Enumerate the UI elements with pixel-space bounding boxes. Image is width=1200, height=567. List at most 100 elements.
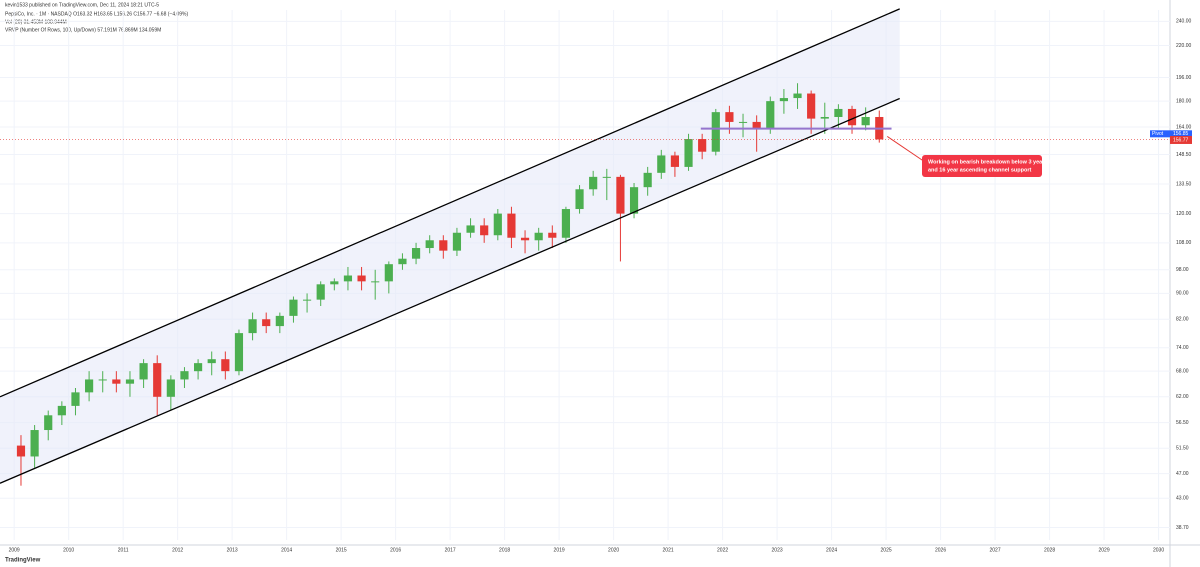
y-tick-label: 82.00 [1176,317,1189,323]
y-tick-label: 120.00 [1176,211,1192,217]
candle-body [793,93,802,99]
x-tick-label: 2021 [663,547,674,553]
candle-body [711,112,720,152]
pivot-box [1150,130,1170,138]
candle-body [752,121,761,129]
x-tick-label: 2025 [881,547,892,553]
y-tick-label: 108.00 [1176,240,1192,246]
x-tick-label: 2027 [990,547,1001,553]
y-tick-label: 220.00 [1176,43,1192,49]
watermark: TradingView [5,558,41,564]
y-tick-label: 133.50 [1176,181,1192,187]
candle-body [629,187,639,214]
pivot-value-box [1170,130,1192,138]
x-tick-label: 2026 [935,547,946,553]
candle-body [194,363,203,372]
x-tick-label: 2015 [336,547,347,553]
y-tick-label: 180.00 [1176,98,1192,104]
candle-body [153,363,162,397]
x-tick-label: 2013 [227,547,238,553]
candle-body [861,116,870,126]
candle-body [670,155,680,167]
y-tick-label: 56.50 [1176,420,1189,426]
x-tick-label: 2029 [1098,547,1109,553]
candle-body [248,319,257,334]
y-tick-label: 164.00 [1176,124,1192,130]
candle-body [616,176,625,214]
x-tick-label: 2017 [445,547,456,553]
trendline [0,97,900,484]
candle-body [439,240,448,251]
x-tick-label: 2028 [1044,547,1055,553]
x-tick-label: 2023 [772,547,783,553]
candle-body [520,237,530,241]
candle-body [343,275,353,282]
candle-body [275,315,284,327]
candle-body [371,281,380,283]
candle-body [125,379,135,384]
y-tick-label: 38.70 [1176,525,1189,531]
candle-body [602,176,611,178]
candle-body [221,359,230,372]
candle-body [643,172,652,188]
candle-body [112,379,121,384]
candle-body [684,139,693,167]
candle-body [57,405,66,416]
volume-line: Vol (20) 31.453M 108.944M [5,19,67,25]
candle-body [657,155,666,173]
candle-body [507,213,516,238]
candle-body [493,213,502,236]
x-tick-label: 2014 [281,547,292,553]
y-tick-label: 68.00 [1176,369,1189,375]
y-tick-label: 47.00 [1176,471,1189,477]
candle-body [807,93,816,119]
symbol-line: PepsiCo, Inc. · 1M · NASDAQ O163.32 H163… [5,11,188,17]
pivot-value: 156.85 [1173,131,1189,137]
candle-body [316,284,325,300]
candle-body [139,363,148,380]
annotation-text: and 16 year ascending channel support [928,167,1031,173]
candle-body [98,379,107,381]
candle-body [589,176,598,190]
candle-body [534,232,543,241]
x-tick-label: 2020 [608,547,619,553]
x-tick-label: 2010 [63,547,74,553]
candle-body [847,108,857,126]
x-tick-label: 2018 [499,547,510,553]
candle-body [289,299,298,316]
trendline [0,8,900,398]
x-tick-label: 2009 [9,547,20,553]
y-tick-label: 51.50 [1176,446,1189,452]
candle-body [180,371,189,380]
y-tick-label: 98.00 [1176,267,1189,273]
candle-body [166,379,175,397]
candle-body [330,281,339,285]
y-tick-label: 43.00 [1176,496,1189,502]
y-tick-label: 196.00 [1176,75,1192,81]
x-tick-label: 2016 [390,547,401,553]
candle-body [16,445,26,457]
candle-body [575,189,584,210]
candle-body [466,225,475,233]
x-tick-label: 2030 [1153,547,1164,553]
pivot-text: Pivot [1152,131,1164,137]
last-price-label: 156.77 [1173,137,1189,143]
candle-body [384,264,393,282]
candle-body [85,379,94,393]
candle-body [738,121,748,123]
candle-body [71,392,80,406]
annotation-box [922,155,1042,177]
x-tick-label: 2024 [826,547,837,553]
candle-body [561,209,571,238]
candle-body [425,240,434,249]
x-tick-label: 2012 [172,547,183,553]
candle-body [411,248,421,259]
candle-body [725,112,734,122]
y-tick-label: 74.00 [1176,345,1189,351]
candle-body [766,101,775,129]
candle-body [698,139,707,152]
vrvp-line: VRVP (Number Of Rows, 100, Up/Down) 57.1… [5,27,161,33]
